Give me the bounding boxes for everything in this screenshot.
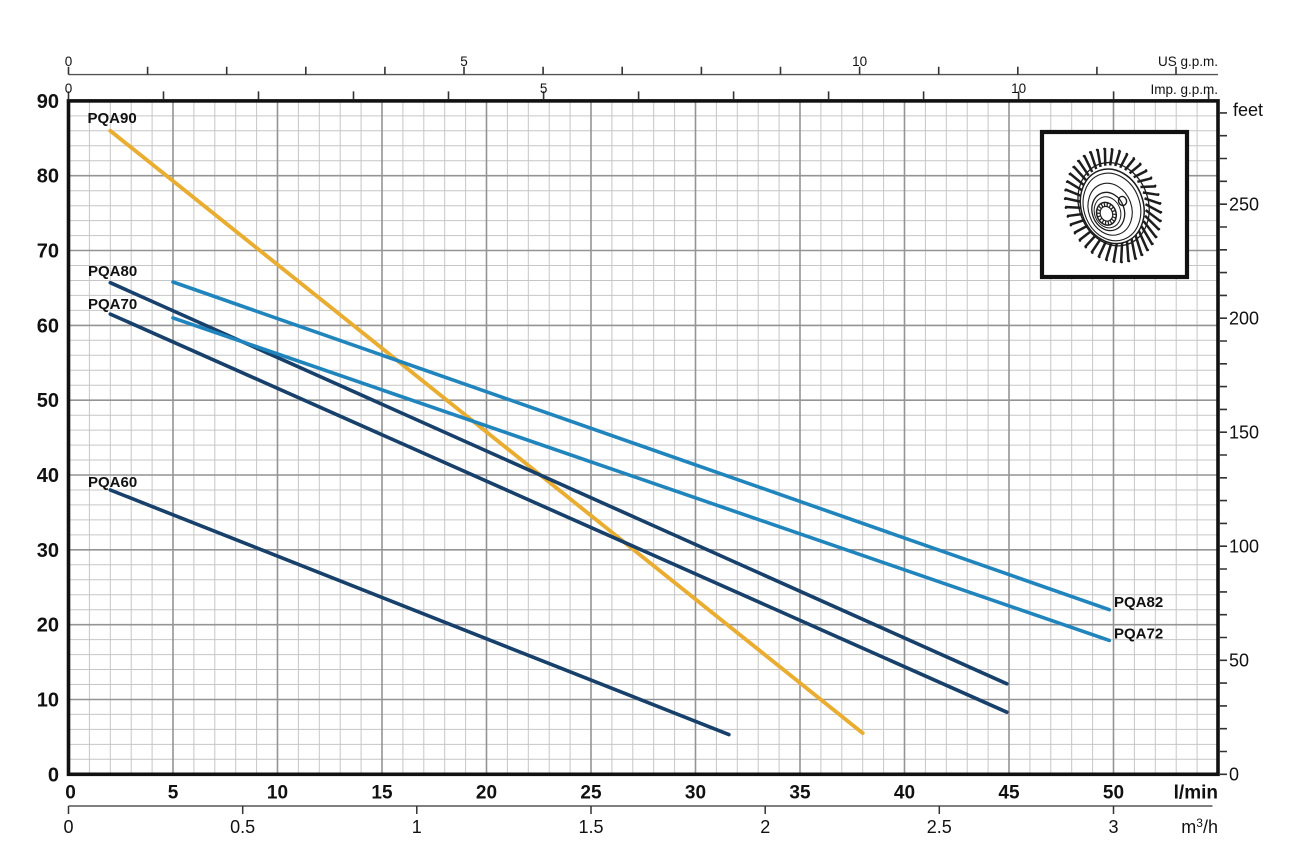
svg-text:0: 0 — [65, 81, 73, 96]
svg-text:50: 50 — [37, 390, 59, 412]
svg-text:3: 3 — [1108, 817, 1118, 837]
svg-text:0: 0 — [1229, 765, 1239, 785]
svg-text:40: 40 — [894, 783, 915, 804]
svg-text:PQA80: PQA80 — [88, 263, 137, 280]
svg-text:PQA82: PQA82 — [1114, 594, 1163, 611]
svg-text:200: 200 — [1229, 309, 1259, 329]
svg-text:10: 10 — [37, 690, 59, 712]
svg-text:1: 1 — [412, 817, 422, 837]
svg-text:10: 10 — [1011, 81, 1026, 96]
svg-text:1.5: 1.5 — [578, 817, 603, 837]
svg-text:0: 0 — [65, 783, 76, 804]
svg-text:feet: feet — [1233, 100, 1263, 120]
svg-text:PQA60: PQA60 — [88, 474, 137, 491]
svg-text:100: 100 — [1229, 537, 1259, 557]
svg-text:25: 25 — [580, 783, 602, 804]
svg-text:20: 20 — [476, 783, 497, 804]
svg-text:10: 10 — [267, 783, 288, 804]
svg-text:m3/h: m3/h — [1181, 816, 1218, 837]
svg-text:35: 35 — [789, 783, 811, 804]
svg-text:2: 2 — [760, 817, 770, 837]
svg-text:45: 45 — [998, 783, 1020, 804]
svg-text:0: 0 — [65, 54, 73, 69]
svg-text:70: 70 — [37, 241, 59, 263]
svg-text:0: 0 — [48, 764, 59, 786]
svg-text:0: 0 — [63, 817, 73, 837]
svg-text:40: 40 — [37, 465, 59, 487]
svg-text:60: 60 — [37, 315, 59, 337]
svg-text:30: 30 — [685, 783, 706, 804]
svg-text:20: 20 — [37, 615, 59, 637]
svg-text:2.5: 2.5 — [927, 817, 952, 837]
svg-text:PQA70: PQA70 — [88, 296, 137, 313]
svg-text:50: 50 — [1229, 651, 1249, 671]
svg-text:PQA72: PQA72 — [1114, 626, 1163, 643]
svg-text:30: 30 — [37, 540, 59, 562]
svg-text:0.5: 0.5 — [230, 817, 255, 837]
svg-text:PQA90: PQA90 — [88, 110, 137, 127]
svg-text:150: 150 — [1229, 423, 1259, 443]
svg-text:10: 10 — [852, 54, 867, 69]
svg-text:5: 5 — [540, 81, 548, 96]
svg-text:250: 250 — [1229, 195, 1259, 215]
svg-text:l/min: l/min — [1174, 783, 1218, 804]
svg-text:90: 90 — [37, 91, 59, 113]
svg-text:US g.p.m.: US g.p.m. — [1158, 54, 1218, 69]
svg-text:5: 5 — [460, 54, 468, 69]
svg-text:80: 80 — [37, 166, 59, 188]
svg-text:50: 50 — [1103, 783, 1124, 804]
svg-text:15: 15 — [371, 783, 393, 804]
svg-text:Imp. g.p.m.: Imp. g.p.m. — [1150, 82, 1218, 97]
svg-text:5: 5 — [168, 783, 179, 804]
